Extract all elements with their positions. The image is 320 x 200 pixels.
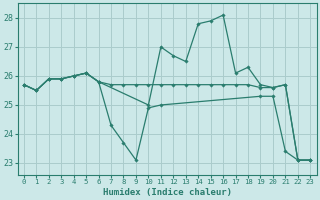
X-axis label: Humidex (Indice chaleur): Humidex (Indice chaleur) [103, 188, 232, 197]
